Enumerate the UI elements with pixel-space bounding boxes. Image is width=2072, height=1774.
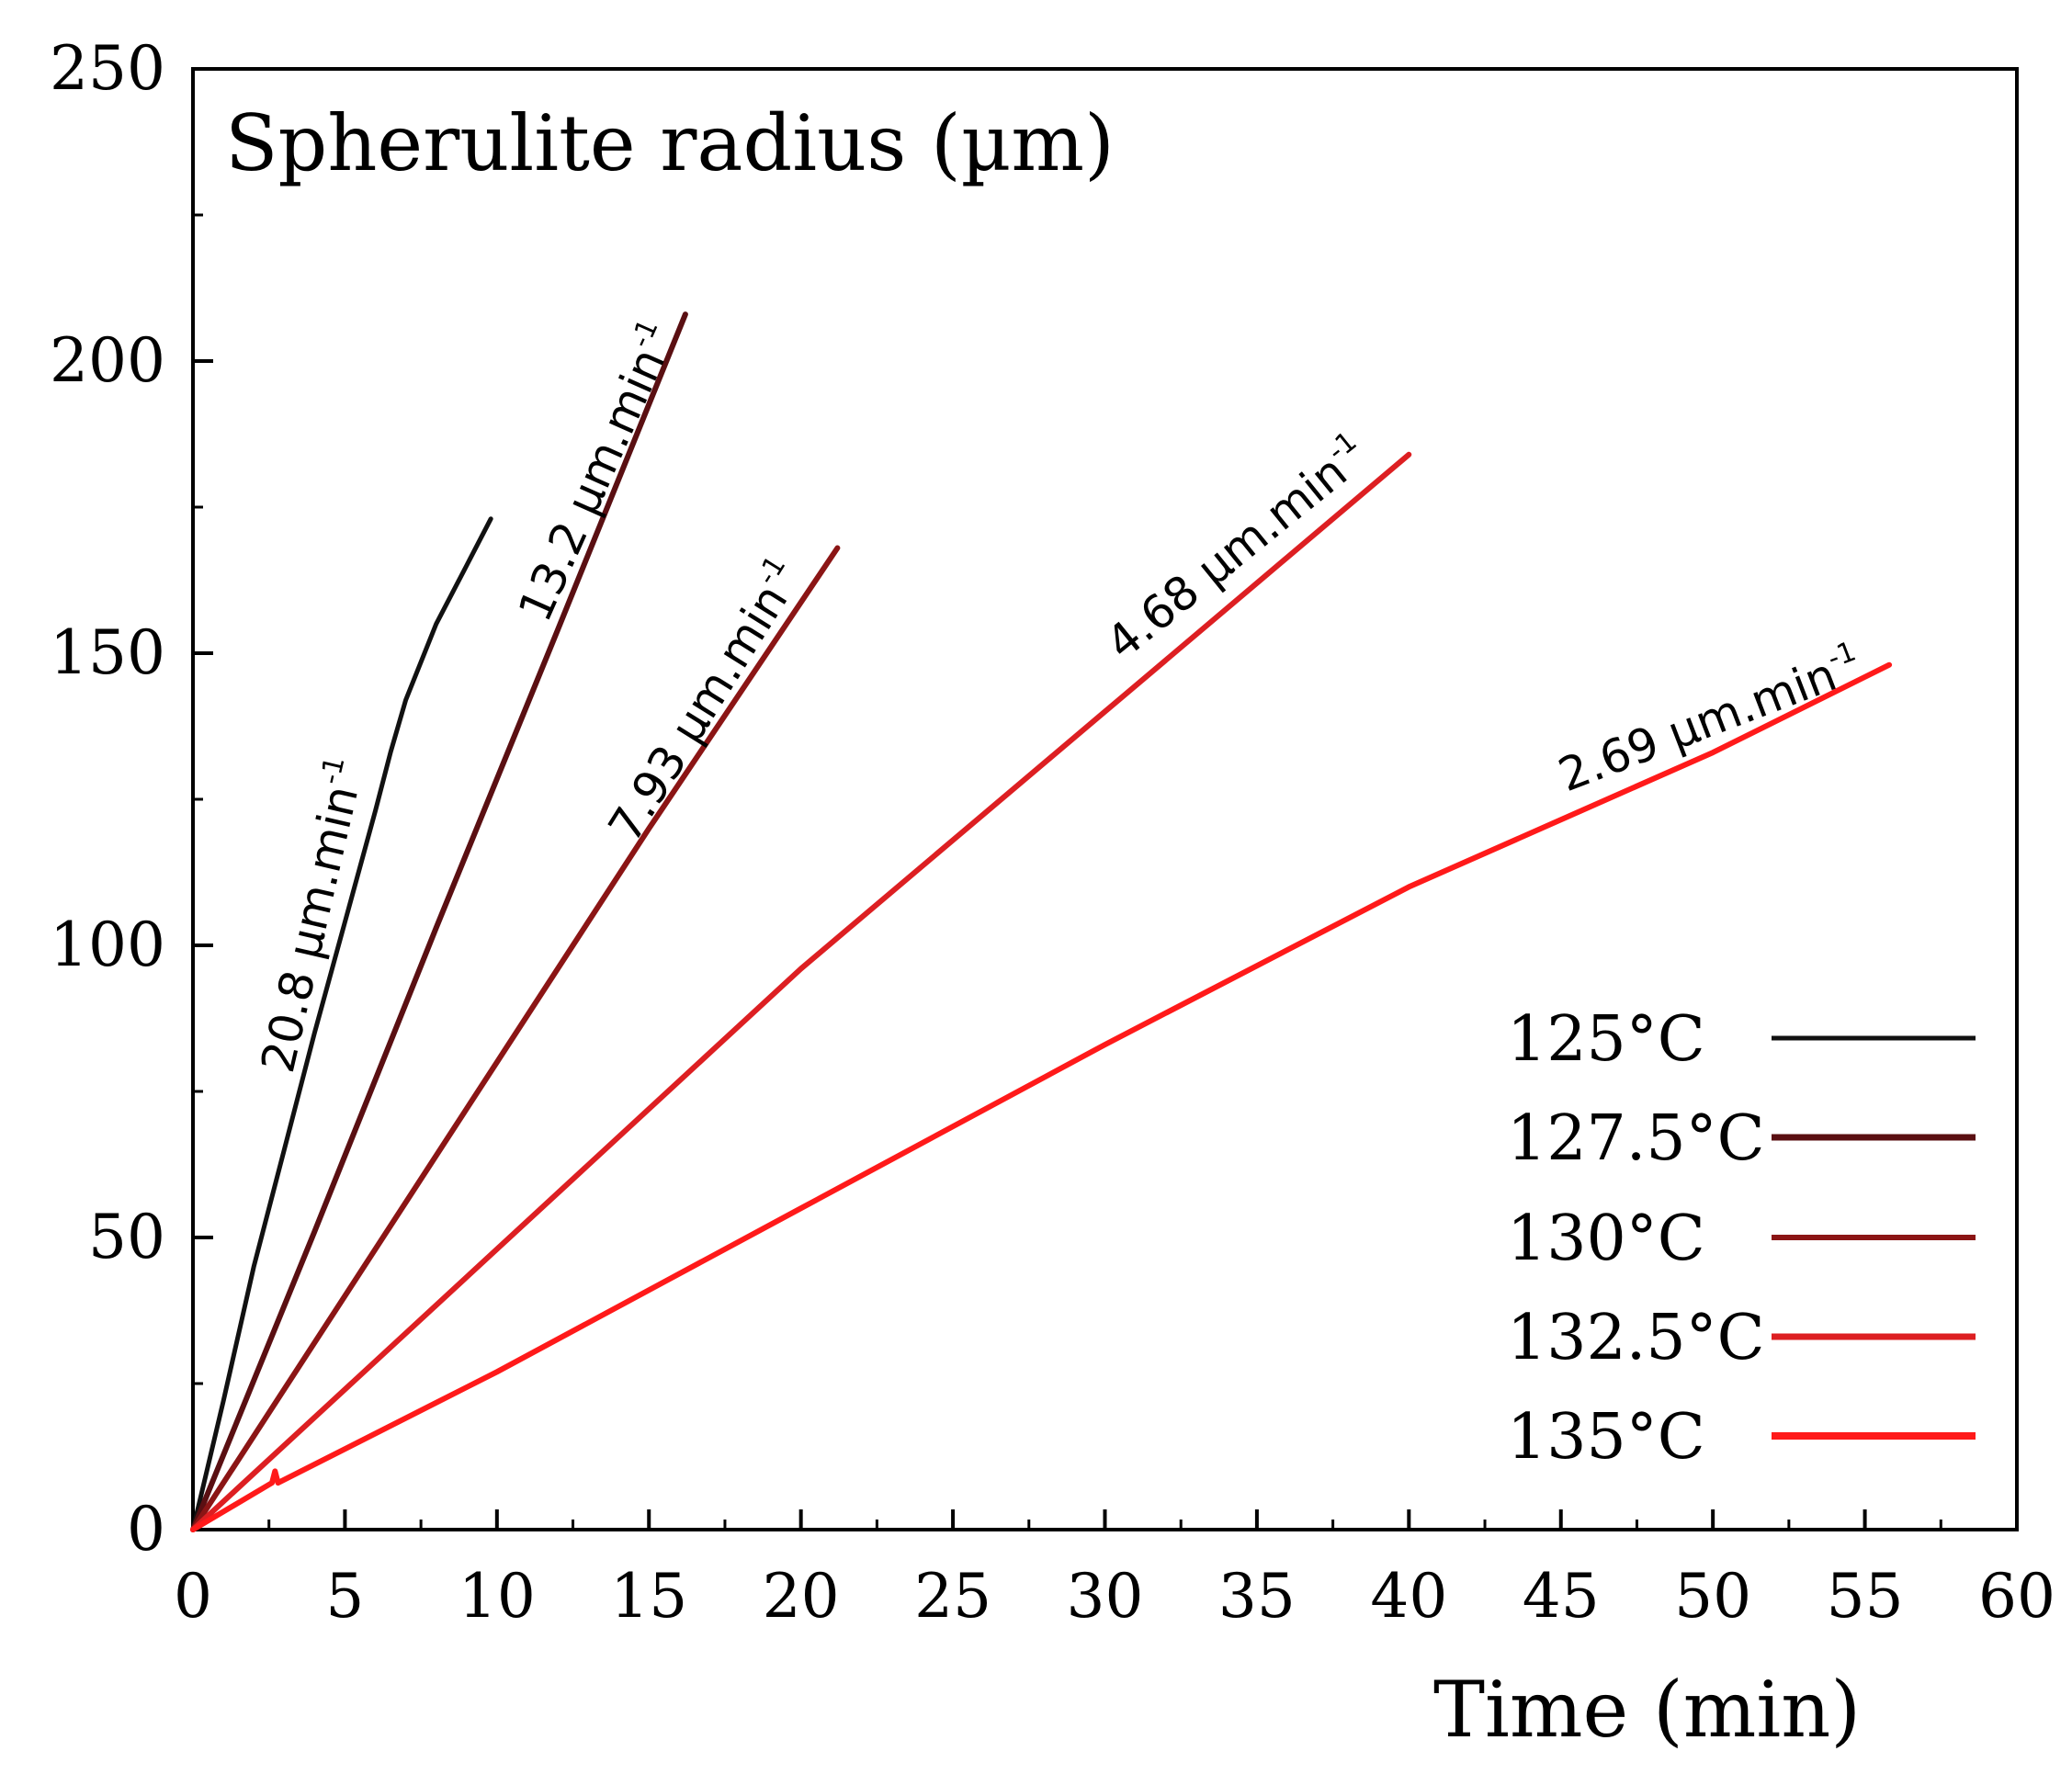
y-tick-label: 100	[50, 910, 165, 980]
rate-label-4: 4.68 µm.min-1	[1094, 425, 1378, 670]
x-tick-label: 20	[763, 1561, 840, 1632]
y-tick-label: 200	[50, 325, 165, 396]
series-line-4	[190, 451, 1412, 1532]
rate-label-2: 13.2 µm.min-1	[505, 314, 686, 629]
series-line-1	[190, 516, 493, 1532]
series-line-3	[190, 545, 841, 1532]
rate-label-1: 20.8 µm.min-1	[248, 753, 375, 1078]
x-tick-label: 15	[610, 1561, 687, 1632]
x-tick-label: 0	[174, 1561, 212, 1632]
legend-label-3: 130°C	[1507, 1203, 1705, 1275]
rate-label-5: 2.69 µm.min-1	[1550, 636, 1869, 803]
x-tick-label: 35	[1218, 1561, 1296, 1632]
x-tick-label: 50	[1674, 1561, 1751, 1632]
x-tick-label: 60	[1978, 1561, 2055, 1632]
y-tick-label: 250	[50, 33, 165, 104]
series-line-5	[190, 661, 1893, 1532]
x-tick-label: 45	[1523, 1561, 1600, 1632]
y-tick-label: 0	[127, 1494, 165, 1565]
x-tick-label: 30	[1067, 1561, 1144, 1632]
series-line-2	[190, 311, 688, 1532]
x-tick-label: 40	[1370, 1561, 1447, 1632]
x-tick-label: 10	[459, 1561, 536, 1632]
y-tick-label: 50	[88, 1202, 165, 1272]
x-tick-label: 55	[1827, 1561, 1904, 1632]
legend-label-4: 132.5°C	[1507, 1302, 1765, 1374]
legend-label-2: 127.5°C	[1507, 1102, 1765, 1175]
x-axis-title: Time (min)	[1433, 1665, 1861, 1755]
x-tick-label: 5	[325, 1561, 364, 1632]
y-axis-title: Spherulite radius (µm)	[225, 98, 1115, 188]
rate-label-3: 7.93 µm.min-1	[595, 550, 812, 851]
x-tick-label: 25	[914, 1561, 991, 1632]
y-tick-label: 150	[50, 617, 165, 688]
legend-label-1: 125°C	[1507, 1003, 1705, 1076]
legend-label-5: 135°C	[1507, 1401, 1705, 1474]
